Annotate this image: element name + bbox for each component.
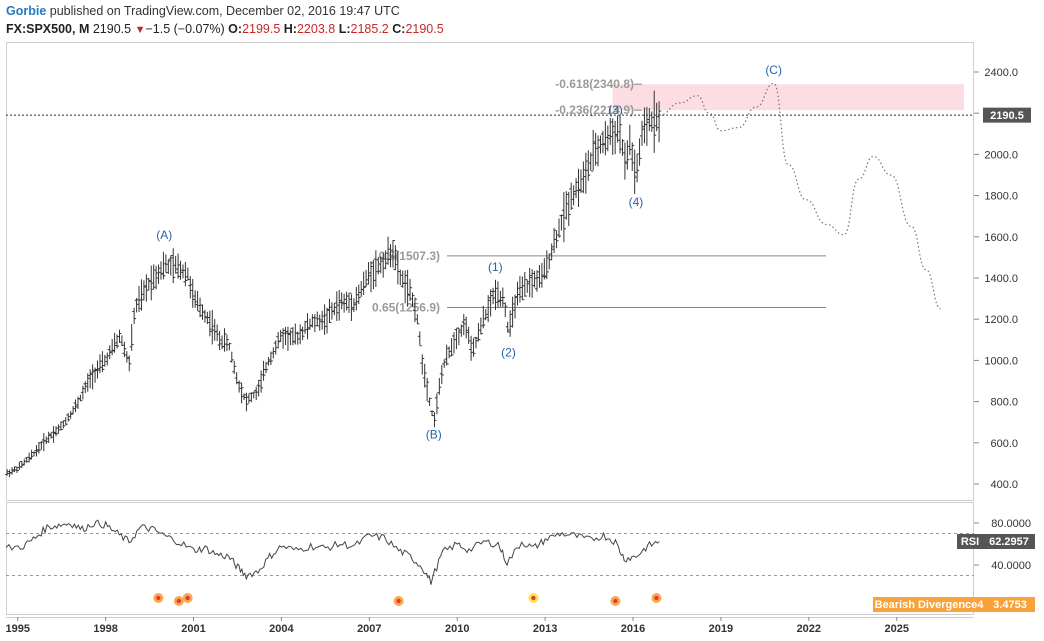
low-value: 2185.2 xyxy=(350,22,389,36)
down-arrow-icon: ▼ xyxy=(134,24,146,36)
wave-label: (C) xyxy=(765,63,782,77)
wave-label: (B) xyxy=(426,428,442,442)
rsi-line xyxy=(5,519,660,585)
close-value: 2190.5 xyxy=(405,22,444,36)
fib-label: 0.65(1256.9) xyxy=(372,300,440,314)
symbol-label[interactable]: FX:SPX500, M xyxy=(6,22,90,36)
x-tick-label: 1998 xyxy=(93,623,117,635)
open-label: O: xyxy=(228,22,243,36)
y-tick-label: 1600.0 xyxy=(984,232,1018,244)
wave-label: (1) xyxy=(488,260,503,274)
divergence-marker-core xyxy=(654,595,659,601)
wave-label: (4) xyxy=(629,195,644,209)
y-tick-label: 2400.0 xyxy=(984,67,1018,79)
x-tick-label: 2004 xyxy=(269,623,294,635)
close-label: C: xyxy=(392,22,406,36)
wave-label: (2) xyxy=(501,345,516,359)
rsi-tick-label: 80.0000 xyxy=(991,518,1031,530)
divergence-value-badge xyxy=(985,597,1035,612)
published-text: published on TradingView.com, December 0… xyxy=(49,4,400,18)
y-tick-label: 1400.0 xyxy=(984,273,1018,285)
y-tick-label: 600.0 xyxy=(990,438,1018,450)
divergence-name-text: Bearish Divergence4 xyxy=(875,599,985,611)
x-tick-label: 2016 xyxy=(621,623,645,635)
rsi-name-text: RSI xyxy=(961,536,979,548)
divergence-marker-core xyxy=(531,595,536,601)
low-label: L: xyxy=(338,22,351,36)
divergence-marker-core xyxy=(156,595,161,601)
fib-label: 0.5(1507.3) xyxy=(379,249,440,263)
rsi-name-badge xyxy=(957,534,983,549)
divergence-marker-core xyxy=(396,598,401,604)
x-tick-label: 2010 xyxy=(445,623,469,635)
x-tick-label: 2019 xyxy=(709,623,733,635)
y-tick-label: 1000.0 xyxy=(984,355,1018,367)
rsi-value-text: 62.2957 xyxy=(989,536,1029,548)
y-tick-label: 1800.0 xyxy=(984,191,1018,203)
wave-label: (A) xyxy=(156,228,172,242)
author-link[interactable]: Gorbie xyxy=(6,4,47,18)
ohlc-legend: FX:SPX500, M 2190.5 ▼−1.5 (−0.07%) O:219… xyxy=(6,21,444,39)
last-price: 2190.5 xyxy=(92,22,132,36)
rsi-value-badge xyxy=(983,534,1035,549)
wave-label: (3) xyxy=(608,103,623,117)
price-badge xyxy=(983,107,1031,123)
x-tick-label: 2007 xyxy=(357,623,381,635)
divergence-marker-core xyxy=(185,595,190,601)
y-tick-label: 400.0 xyxy=(990,479,1018,491)
target-zone-box xyxy=(612,84,965,111)
open-value: 2199.5 xyxy=(242,22,281,36)
x-tick-label: 1995 xyxy=(5,623,29,635)
fib-label: -0.236(2214.9) xyxy=(555,103,634,117)
divergence-name-badge xyxy=(873,597,985,612)
divergence-value-text: 3.4753 xyxy=(993,599,1027,611)
change-value: −1.5 (−0.07%) xyxy=(145,22,225,36)
high-label: H: xyxy=(283,22,297,36)
main-pane-frame xyxy=(6,42,974,501)
x-tick-label: 2022 xyxy=(797,623,821,635)
projection-path xyxy=(659,82,941,310)
x-tick-label: 2001 xyxy=(181,623,205,635)
fib-label: -0.618(2340.8) xyxy=(555,77,634,91)
x-tick-label: 2013 xyxy=(533,623,557,635)
divergence-marker-core xyxy=(176,598,182,604)
rsi-tick-label: 40.0000 xyxy=(991,560,1031,572)
y-tick-label: 1200.0 xyxy=(984,314,1018,326)
x-tick-label: 2025 xyxy=(884,623,908,635)
publish-header: Gorbie published on TradingView.com, Dec… xyxy=(6,3,400,20)
y-tick-label: 800.0 xyxy=(990,397,1018,409)
y-tick-label: 2000.0 xyxy=(984,149,1018,161)
rsi-pane-frame xyxy=(6,502,974,615)
high-value: 2203.8 xyxy=(296,22,336,36)
price-badge-text: 2190.5 xyxy=(990,110,1024,122)
divergence-marker-core xyxy=(613,598,618,604)
